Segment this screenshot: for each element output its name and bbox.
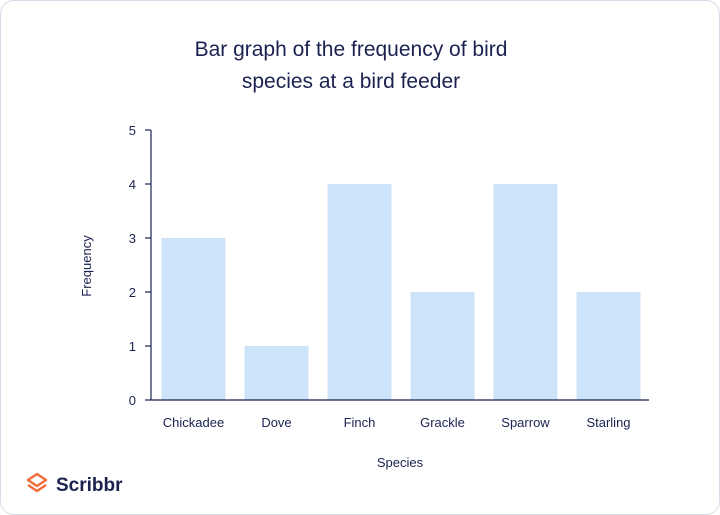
chart-title-line-1: Bar graph of the frequency of bird: [194, 38, 508, 61]
scribbr-logo: Scribbr: [25, 471, 123, 500]
chart-title: Bar graph of the frequency of bird speci…: [111, 34, 591, 98]
x-tick-label: Starling: [586, 415, 630, 430]
x-tick-label: Grackle: [420, 415, 465, 430]
x-tick-label: Chickadee: [163, 415, 224, 430]
bar-grackle: [410, 292, 475, 400]
y-tick-label: 0: [129, 393, 136, 408]
scribbr-logo-text: Scribbr: [56, 474, 123, 496]
x-tick-label: Finch: [344, 415, 376, 430]
y-tick-label: 1: [129, 339, 136, 354]
x-axis-title: Species: [377, 455, 424, 470]
x-tick-label: Sparrow: [501, 415, 550, 430]
y-tick-label: 4: [129, 177, 136, 192]
y-tick-label: 3: [129, 231, 136, 246]
bars-group: [161, 184, 641, 400]
scribbr-logo-icon: [25, 471, 49, 500]
bar-starling: [576, 292, 641, 400]
x-tick-label: Dove: [261, 415, 291, 430]
bar-finch: [327, 184, 392, 400]
x-axis: Chickadee Dove Finch Grackle Sparrow Starling: [151, 399, 649, 430]
y-tick-label: 5: [129, 123, 136, 138]
y-axis-title: Frequency: [79, 235, 94, 297]
bar-chickadee: [161, 238, 226, 400]
y-tick-label: 2: [129, 285, 136, 300]
bar-dove: [244, 346, 309, 400]
y-axis: 0 1 2 3 4 5: [129, 123, 152, 408]
bar-sparrow: [493, 184, 558, 400]
chart-title-line-2: species at a bird feeder: [241, 70, 461, 93]
